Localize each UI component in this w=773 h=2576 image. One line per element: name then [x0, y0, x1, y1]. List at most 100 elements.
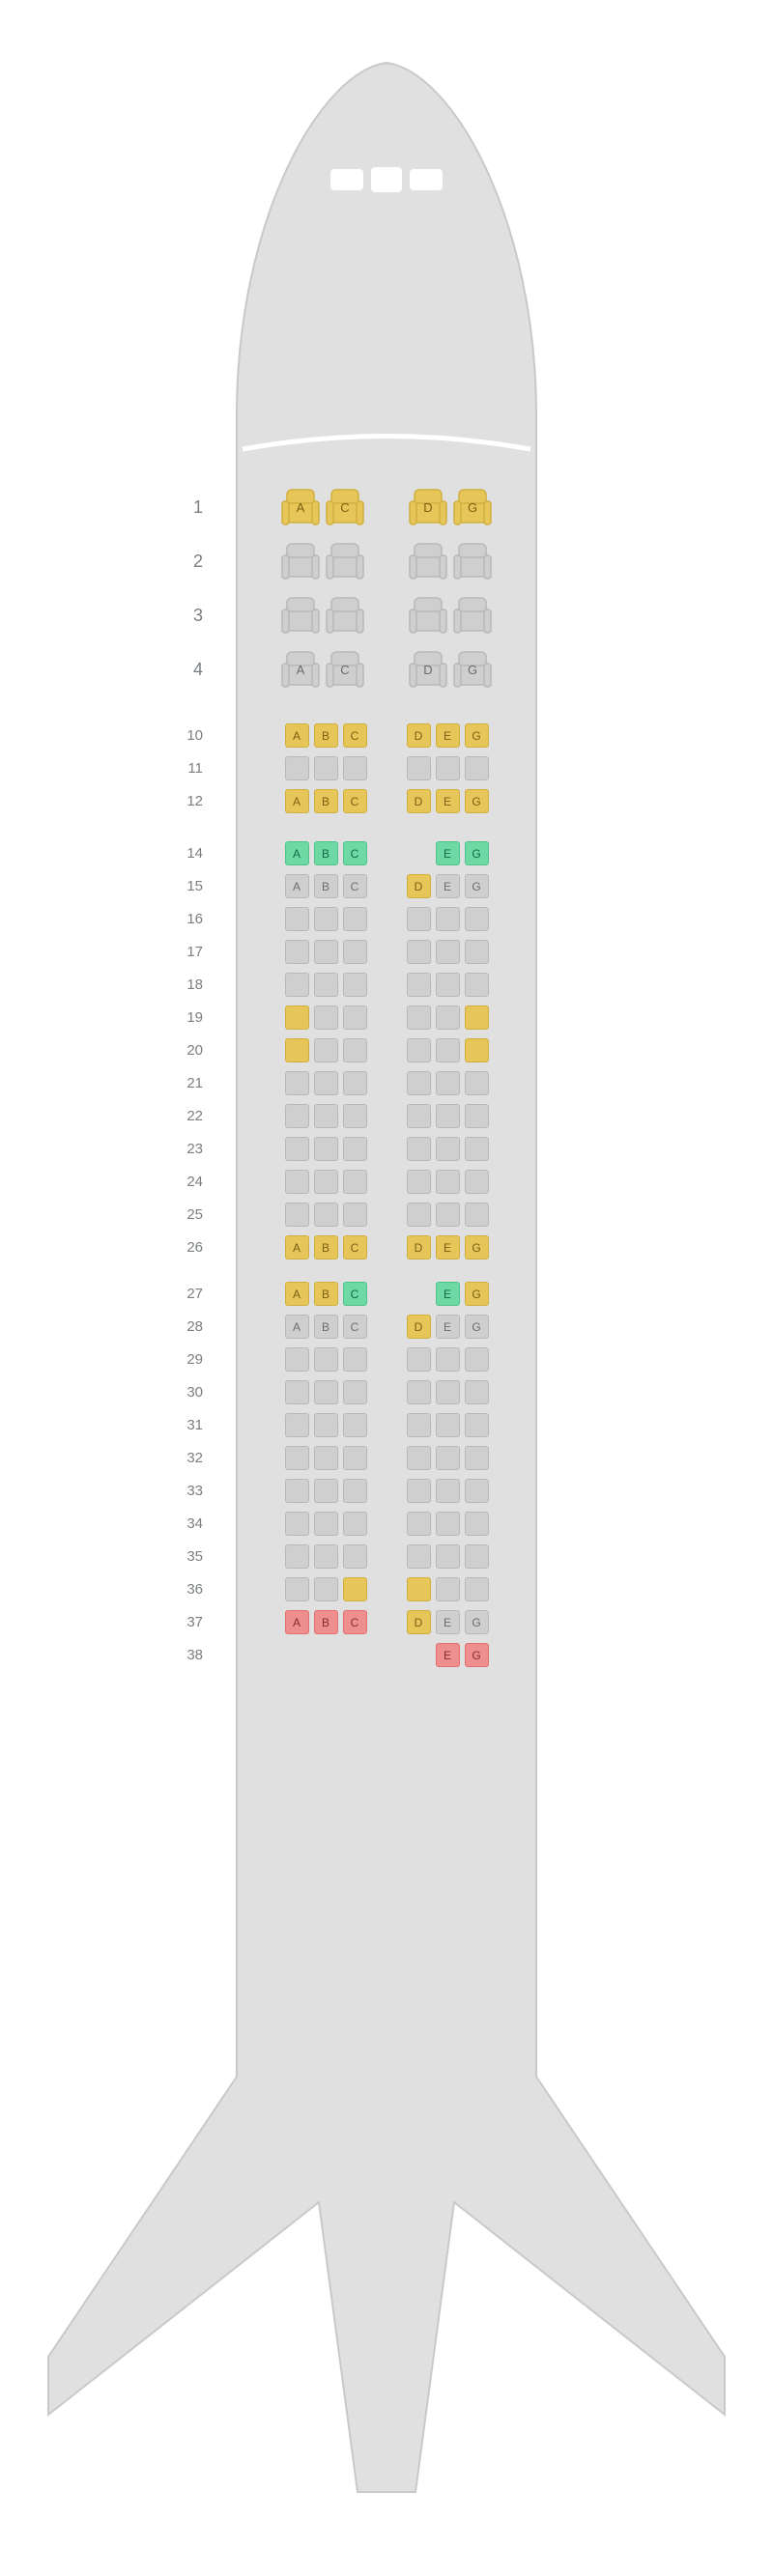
seat[interactable]: G [465, 789, 489, 813]
seat[interactable]: C [343, 874, 367, 898]
seat[interactable]: G [465, 1315, 489, 1339]
seat[interactable] [465, 1104, 489, 1128]
seat[interactable] [285, 1071, 309, 1095]
seat[interactable] [343, 1203, 367, 1227]
seat[interactable] [407, 1479, 431, 1503]
seat[interactable] [436, 1104, 460, 1128]
seat[interactable]: B [314, 1315, 338, 1339]
seat[interactable] [314, 907, 338, 931]
seat[interactable] [453, 596, 492, 635]
seat[interactable] [343, 1038, 367, 1062]
seat[interactable] [343, 1104, 367, 1128]
seat[interactable] [326, 542, 364, 580]
seat[interactable] [436, 1071, 460, 1095]
seat[interactable] [285, 1544, 309, 1569]
seat[interactable]: C [343, 723, 367, 748]
seat[interactable] [285, 1380, 309, 1404]
seat[interactable]: G [465, 723, 489, 748]
seat[interactable]: E [436, 1315, 460, 1339]
seat[interactable] [465, 756, 489, 780]
seat[interactable]: E [436, 1235, 460, 1260]
seat[interactable] [314, 1071, 338, 1095]
seat[interactable] [314, 1203, 338, 1227]
seat[interactable]: G [465, 1282, 489, 1306]
seat[interactable]: D [409, 650, 447, 689]
seat[interactable]: C [326, 650, 364, 689]
seat[interactable]: B [314, 841, 338, 865]
seat[interactable] [314, 1512, 338, 1536]
seat[interactable] [285, 1203, 309, 1227]
seat[interactable]: A [285, 723, 309, 748]
seat[interactable] [465, 1479, 489, 1503]
seat[interactable] [436, 1446, 460, 1470]
seat[interactable] [409, 542, 447, 580]
seat[interactable]: A [285, 1315, 309, 1339]
seat[interactable] [436, 756, 460, 780]
seat[interactable] [314, 973, 338, 997]
seat[interactable]: D [407, 1235, 431, 1260]
seat[interactable] [343, 973, 367, 997]
seat[interactable] [407, 1347, 431, 1372]
seat[interactable] [407, 973, 431, 997]
seat[interactable] [314, 1104, 338, 1128]
seat[interactable] [407, 1577, 431, 1601]
seat[interactable] [407, 1038, 431, 1062]
seat[interactable] [343, 1413, 367, 1437]
seat[interactable] [314, 1137, 338, 1161]
seat[interactable] [407, 1380, 431, 1404]
seat[interactable] [314, 1380, 338, 1404]
seat[interactable] [465, 1137, 489, 1161]
seat[interactable]: D [407, 1610, 431, 1634]
seat[interactable]: B [314, 874, 338, 898]
seat[interactable] [343, 1479, 367, 1503]
seat[interactable] [314, 1413, 338, 1437]
seat[interactable]: C [326, 488, 364, 526]
seat[interactable] [285, 1347, 309, 1372]
seat[interactable] [465, 1170, 489, 1194]
seat[interactable] [343, 1170, 367, 1194]
seat[interactable] [465, 1005, 489, 1030]
seat[interactable] [407, 1413, 431, 1437]
seat[interactable] [465, 1380, 489, 1404]
seat[interactable]: C [343, 841, 367, 865]
seat[interactable] [465, 1446, 489, 1470]
seat[interactable] [343, 940, 367, 964]
seat[interactable]: A [281, 650, 320, 689]
seat[interactable] [465, 1512, 489, 1536]
seat[interactable] [314, 1170, 338, 1194]
seat[interactable] [285, 1446, 309, 1470]
seat[interactable] [436, 973, 460, 997]
seat[interactable]: D [407, 874, 431, 898]
seat[interactable]: G [465, 1610, 489, 1634]
seat[interactable]: D [409, 488, 447, 526]
seat[interactable] [407, 1544, 431, 1569]
seat[interactable]: B [314, 1610, 338, 1634]
seat[interactable]: C [343, 1282, 367, 1306]
seat[interactable] [436, 1038, 460, 1062]
seat[interactable] [343, 1347, 367, 1372]
seat[interactable]: E [436, 1282, 460, 1306]
seat[interactable]: G [465, 1235, 489, 1260]
seat[interactable] [285, 1512, 309, 1536]
seat[interactable] [407, 1446, 431, 1470]
seat[interactable] [314, 756, 338, 780]
seat[interactable] [281, 596, 320, 635]
seat[interactable] [436, 1577, 460, 1601]
seat[interactable] [465, 1071, 489, 1095]
seat[interactable] [407, 1104, 431, 1128]
seat[interactable] [285, 1137, 309, 1161]
seat[interactable] [465, 1577, 489, 1601]
seat[interactable] [343, 1446, 367, 1470]
seat[interactable]: C [343, 1315, 367, 1339]
seat[interactable]: C [343, 1235, 367, 1260]
seat[interactable]: A [281, 488, 320, 526]
seat[interactable] [436, 1137, 460, 1161]
seat[interactable]: B [314, 1235, 338, 1260]
seat[interactable]: A [285, 1610, 309, 1634]
seat[interactable] [436, 1170, 460, 1194]
seat[interactable]: E [436, 1643, 460, 1667]
seat[interactable]: B [314, 1282, 338, 1306]
seat[interactable] [436, 1380, 460, 1404]
seat[interactable] [285, 1479, 309, 1503]
seat[interactable] [343, 1577, 367, 1601]
